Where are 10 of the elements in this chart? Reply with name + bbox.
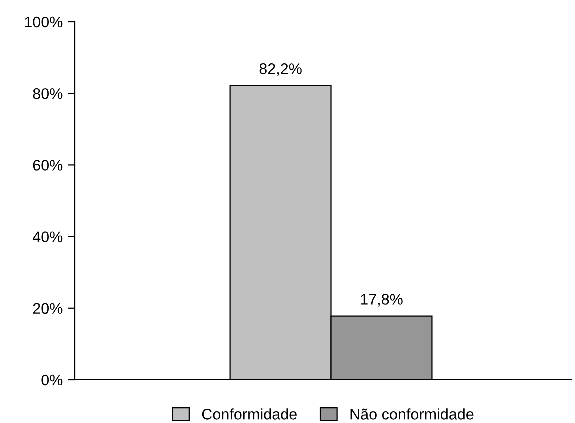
y-tick-label: 60%	[33, 160, 63, 171]
y-tick-label: 80%	[33, 88, 63, 100]
data-label: 17,8%	[361, 294, 403, 307]
data-label: 82,2%	[260, 64, 302, 76]
legend-label: Não conformidade	[350, 408, 474, 420]
y-tick-label: 100%	[25, 16, 63, 28]
y-tick-label: 0%	[42, 374, 63, 386]
legend-label: Conformidade	[202, 408, 297, 420]
y-tick-label: 40%	[32, 232, 63, 242]
y-tick-label: 20%	[33, 303, 63, 314]
